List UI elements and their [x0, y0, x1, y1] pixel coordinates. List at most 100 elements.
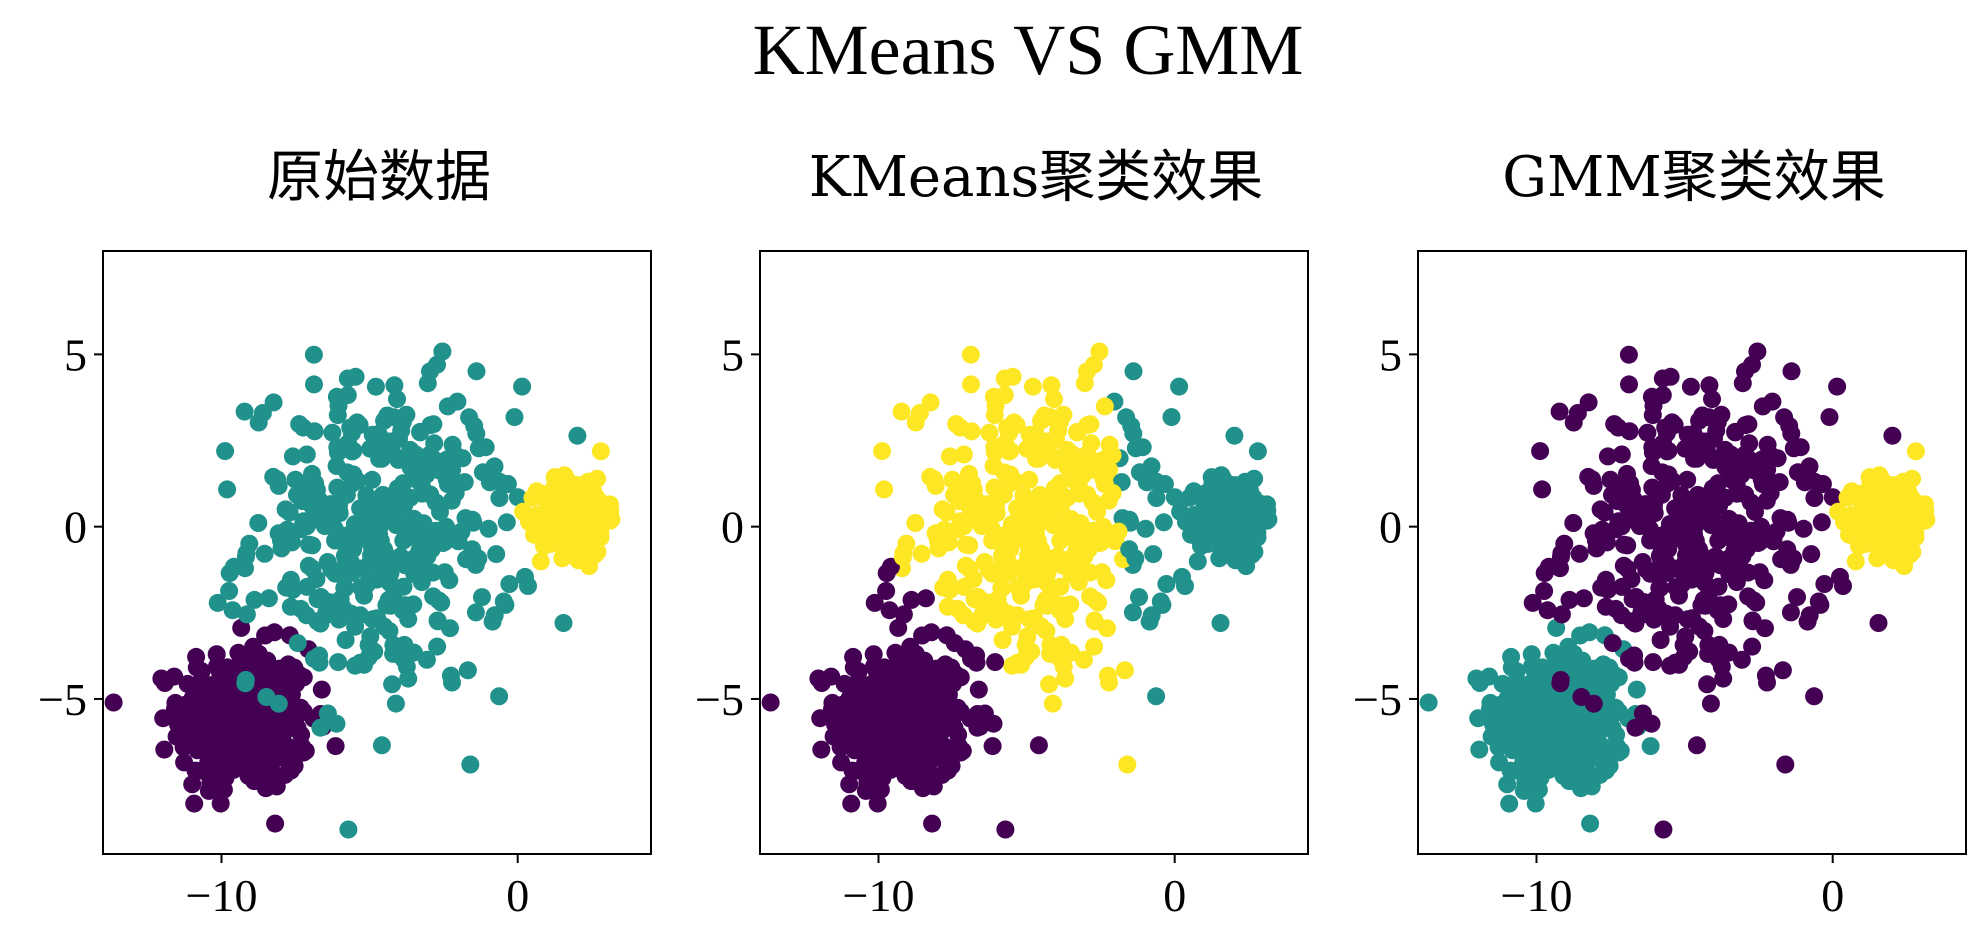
scatter-point — [1035, 406, 1054, 425]
scatter-point — [166, 693, 185, 712]
scatter-point — [961, 345, 980, 364]
scatter-point — [297, 606, 316, 625]
scatter-point — [538, 533, 557, 552]
scatter-point — [361, 627, 380, 646]
scatter-point — [508, 488, 527, 507]
scatter-point — [938, 597, 957, 616]
scatter-point — [1794, 519, 1813, 538]
scatter-point — [1090, 342, 1109, 361]
scatter-point — [1498, 775, 1517, 794]
scatter-point — [469, 549, 488, 568]
scatter-point — [993, 631, 1012, 649]
scatter-point — [1493, 674, 1512, 693]
scatter-point — [1058, 488, 1077, 507]
scatter-point — [424, 587, 443, 606]
scatter-point — [945, 485, 963, 504]
scatter-point — [366, 501, 385, 520]
scatter-point — [1147, 489, 1166, 507]
scatter-point — [183, 689, 202, 708]
scatter-point — [1853, 533, 1872, 552]
scatter-point — [513, 377, 532, 396]
scatter-point — [1027, 449, 1046, 468]
scatter-point — [1142, 457, 1161, 476]
scatter-point — [1626, 614, 1645, 633]
scatter-point — [1550, 747, 1569, 766]
scatter-point — [1644, 653, 1663, 672]
scatter-point — [1596, 597, 1615, 616]
scatter-point — [1066, 567, 1085, 586]
scatter-point — [969, 680, 988, 699]
scatter-point — [235, 402, 254, 421]
scatter-point — [1802, 545, 1821, 564]
scatter-point — [394, 474, 413, 493]
scatter-point — [1014, 486, 1033, 505]
scatter-point — [1612, 445, 1631, 464]
scatter-point — [369, 425, 388, 443]
scatter-point — [1811, 595, 1830, 614]
scatter-point — [1070, 455, 1089, 474]
scatter-point — [433, 342, 452, 361]
scatter-point — [1490, 753, 1509, 772]
scatter-point — [1045, 390, 1063, 409]
scatter-point — [1529, 780, 1548, 799]
scatter-point — [207, 645, 226, 664]
scatter-point — [1123, 603, 1142, 622]
scatter-point — [1506, 736, 1525, 755]
scatter-point — [1727, 476, 1746, 495]
x-tick-label: 0 — [1163, 870, 1186, 921]
scatter-point — [943, 470, 962, 489]
scatter-point — [275, 765, 294, 784]
scatter-point — [1666, 522, 1685, 540]
scatter-point — [954, 606, 973, 625]
scatter-point — [1099, 491, 1118, 510]
scatter-point — [951, 512, 970, 531]
y-tick-label: −5 — [695, 674, 744, 725]
scatter-point — [1165, 488, 1184, 507]
scatter-point — [378, 406, 397, 425]
scatter-point — [1883, 426, 1902, 445]
scatter-point — [1729, 514, 1748, 533]
scatter-point — [1738, 563, 1757, 582]
scatter-point — [375, 488, 394, 507]
x-tick-label: 0 — [1821, 870, 1844, 921]
scatter-point — [440, 571, 459, 590]
scatter-point — [1690, 617, 1708, 636]
scatter-point — [571, 509, 590, 528]
scatter-point — [165, 667, 184, 686]
scatter-point — [386, 553, 405, 571]
scatter-point — [1693, 406, 1712, 425]
scatter-point — [1587, 539, 1606, 558]
scatter-point — [294, 418, 313, 437]
scatter-point — [1523, 593, 1542, 612]
axes-frame — [759, 250, 1309, 855]
scatter-point — [249, 413, 268, 432]
scatter-point — [877, 564, 896, 583]
scatter-point — [460, 408, 479, 427]
scatter-point — [237, 605, 256, 624]
scatter-point — [937, 503, 956, 522]
scatter-point — [1698, 675, 1717, 694]
scatter-point — [1788, 588, 1806, 607]
scatter-point — [893, 547, 912, 566]
scatter-point — [984, 457, 1003, 475]
scatter-point — [1739, 415, 1758, 434]
scatter-point — [280, 503, 299, 522]
axes-gmm: −10 0 −5 0 5 — [1353, 250, 1967, 921]
scatter-point — [1820, 408, 1839, 427]
scatter-point — [1023, 501, 1042, 520]
scatter-point — [1726, 422, 1745, 441]
scatter-point — [1624, 649, 1643, 668]
scatter-point — [1223, 487, 1242, 506]
scatter-point — [1419, 693, 1438, 712]
scatter-point — [1752, 517, 1771, 536]
scatter-point — [401, 440, 420, 459]
scatter-point — [1029, 736, 1048, 755]
scatter-point — [926, 694, 945, 713]
scatter-point — [473, 588, 491, 607]
scatter-point — [938, 570, 957, 589]
scatter-point — [1642, 457, 1661, 475]
scatter-point — [1470, 740, 1489, 759]
scatter-point — [393, 601, 412, 620]
scatter-point — [1644, 396, 1663, 415]
scatter-point — [998, 418, 1017, 437]
